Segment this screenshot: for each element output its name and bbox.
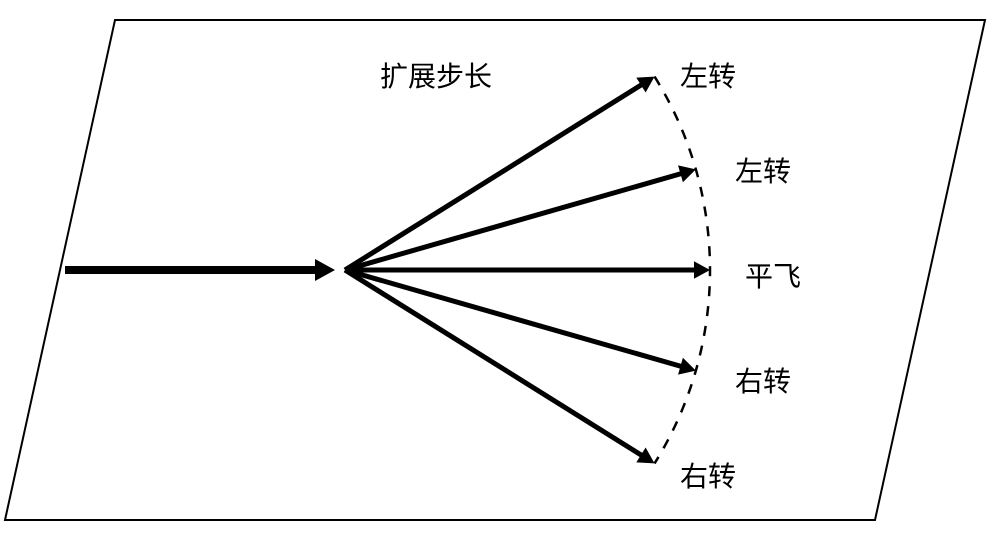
arrow-label-top1: 左转 [680, 55, 736, 95]
arrow-label-top2: 左转 [735, 150, 791, 190]
title-label: 扩展步长 [380, 55, 492, 95]
arrow-label-mid: 平飞 [745, 255, 801, 295]
diagram-svg [0, 0, 1000, 540]
arrow-label-bot2: 右转 [680, 455, 736, 495]
arrow-label-bot1: 右转 [735, 360, 791, 400]
diagram-canvas: 扩展步长 左转 左转 平飞 右转 右转 [0, 0, 1000, 540]
